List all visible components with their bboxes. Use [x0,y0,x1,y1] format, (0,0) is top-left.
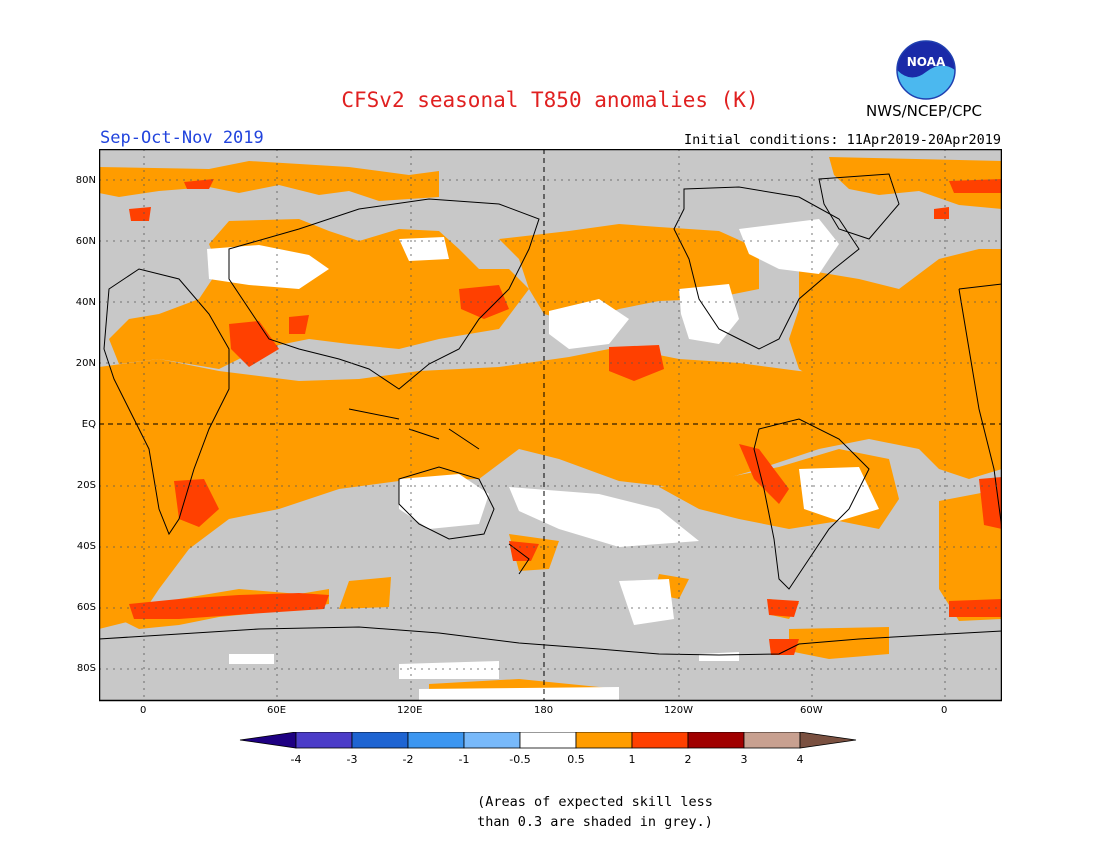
lon-label: 120E [397,705,423,716]
lat-label: EQ [81,419,96,430]
lat-label: 40S [76,541,96,552]
colorbar-box [463,732,521,749]
lat-label: 80N [75,175,96,186]
colorbar-label: -4 [291,753,302,766]
color-legend: -4 -3 -2 -1 -0.5 0.5 1 2 3 4 [239,732,857,766]
skill-note: (Areas of expected skill less than 0.3 a… [400,792,790,832]
lon-label: 180 [534,705,554,716]
coastlines [99,173,1002,656]
longitude-axis: 0 60E 120E 180 120W 60W 0 [99,705,1002,719]
lon-label: 0 [140,705,147,716]
colorbar-box [575,732,633,749]
colorbar-arrow-right [799,732,857,749]
lon-label: 120W [664,705,693,716]
colorbar-label: 2 [685,753,692,766]
lon-label: 60W [800,705,823,716]
noaa-logo-text: NOAA [907,55,946,69]
lat-label: 40N [75,297,96,308]
lat-label: 80S [76,663,96,674]
colorbar-label: 3 [741,753,748,766]
colorbar-label: -1 [459,753,470,766]
colorbar-label: -3 [347,753,358,766]
colorbar-label: 4 [797,753,804,766]
lon-label: 0 [941,705,948,716]
strong-warm-anomaly-regions [129,179,1002,655]
lon-label: 60E [267,705,287,716]
colorbar-label: -0.5 [509,753,530,766]
colorbar-box [519,732,577,749]
latitude-axis: 80N 60N 40N 20N EQ 20S 40S 60S 80S [60,149,96,701]
skill-note-line1: (Areas of expected skill less [477,794,713,810]
colorbar-label: -2 [403,753,414,766]
colorbar-arrow-left [239,732,297,749]
anomaly-map [99,149,1002,702]
lat-label: 20N [75,358,96,369]
colorbar-label: 1 [629,753,636,766]
agency-label: NWS/NCEP/CPC [866,102,982,120]
lat-label: 60S [76,602,96,613]
initial-conditions-label: Initial conditions: 11Apr2019-20Apr2019 [684,132,1001,148]
map-frame [99,149,1002,702]
colorbar-box [743,732,801,749]
lat-label: 20S [76,480,96,491]
chart-title: CFSv2 seasonal T850 anomalies (K) [341,88,759,112]
noaa-logo-icon: NOAA [896,40,956,100]
colorbar-label: 0.5 [567,753,585,766]
lat-label: 60N [75,236,96,247]
neutral-anomaly-regions [207,219,879,701]
colorbar-box [687,732,745,749]
colorbar-box [295,732,353,749]
colorbar-box [407,732,465,749]
skill-note-line2: than 0.3 are shaded in grey.) [477,814,713,830]
grid-lines [99,149,1002,701]
colorbar-box [631,732,689,749]
colorbar-box [351,732,409,749]
season-label: Sep-Oct-Nov 2019 [100,128,264,148]
